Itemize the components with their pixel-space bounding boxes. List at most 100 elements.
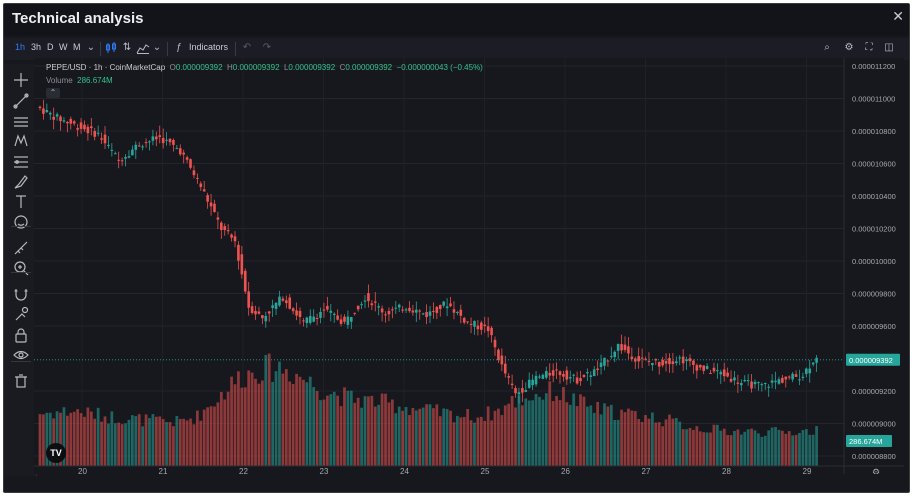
volume-bar xyxy=(384,393,387,466)
volume-bar xyxy=(343,387,346,466)
candle-body xyxy=(473,321,476,327)
volume-bar xyxy=(175,415,179,466)
candle-body xyxy=(596,368,599,371)
candle-body xyxy=(226,230,230,232)
volume-bar xyxy=(363,396,367,466)
pattern-icon[interactable] xyxy=(13,133,29,149)
volume-bar xyxy=(66,415,69,466)
volume-bar xyxy=(507,403,511,466)
volume-bar xyxy=(202,409,206,466)
candle-body xyxy=(627,346,630,354)
candle-body xyxy=(175,148,179,150)
candle-body xyxy=(787,376,791,378)
interval-m[interactable]: M xyxy=(73,42,81,52)
interval-w[interactable]: W xyxy=(59,42,68,52)
ruler-icon[interactable] xyxy=(13,240,29,256)
volume-bar xyxy=(572,393,576,466)
volume-bar xyxy=(811,434,815,466)
candles-icon[interactable] xyxy=(104,41,118,55)
candle-body xyxy=(647,360,651,362)
volume-bar xyxy=(575,406,579,466)
interval-d[interactable]: D xyxy=(47,42,54,52)
candle-body xyxy=(808,368,812,374)
lock-icon[interactable] xyxy=(13,327,29,343)
y-tick-label: 0.000010600 xyxy=(852,160,896,169)
candle-body xyxy=(801,376,805,378)
text-icon[interactable] xyxy=(13,194,29,210)
fullscreen-icon[interactable]: ⛶ xyxy=(865,42,873,53)
volume-bar xyxy=(763,435,767,466)
close-icon[interactable]: ✕ xyxy=(892,8,904,24)
emoji-icon[interactable] xyxy=(13,214,29,230)
candle-body xyxy=(722,369,726,377)
trash-icon[interactable] xyxy=(13,373,29,389)
trend-line-icon[interactable] xyxy=(13,93,29,109)
candle-body xyxy=(404,309,408,311)
zoom-settings-icon[interactable]: ⌕ xyxy=(824,42,830,53)
collapse-legend-button[interactable]: ⌃ xyxy=(46,88,60,98)
candle-body xyxy=(206,195,209,202)
volume-legend: Volume 286.674M xyxy=(46,76,113,85)
candle-body xyxy=(199,183,203,188)
volume-bar xyxy=(640,421,644,466)
lock-draw-icon[interactable] xyxy=(13,306,29,322)
volume-bar xyxy=(654,422,658,466)
volume-bar xyxy=(336,395,339,466)
candle-body xyxy=(52,116,55,120)
gear-icon[interactable]: ⚙ xyxy=(844,42,854,53)
magnet-icon[interactable] xyxy=(13,286,29,302)
area-chart-icon[interactable] xyxy=(136,41,150,55)
volume-bar xyxy=(346,390,350,466)
indicators-icon[interactable]: ƒ xyxy=(176,42,182,53)
candle-body xyxy=(733,377,736,381)
volume-bar xyxy=(196,410,199,466)
toolbar-divider xyxy=(235,42,236,56)
volume-bar xyxy=(579,394,582,466)
y-tick-label: 0.000009200 xyxy=(852,387,896,396)
volume-bar xyxy=(555,395,558,466)
redo-icon[interactable]: ↷ xyxy=(262,42,272,53)
volume-bar xyxy=(620,409,623,466)
volume-bar xyxy=(233,384,237,466)
volume-bar xyxy=(120,424,124,466)
candle-body xyxy=(743,379,747,382)
candle-body xyxy=(240,254,244,275)
zoom-in-icon[interactable] xyxy=(13,260,29,276)
candle-body xyxy=(503,363,507,374)
interval-1h[interactable]: 1h xyxy=(15,42,26,52)
x-tick-label: 23 xyxy=(320,467,329,474)
candle-body xyxy=(613,351,617,358)
candle-body xyxy=(350,317,353,322)
indicators-button[interactable]: Indicators xyxy=(189,42,229,52)
volume-bar xyxy=(59,412,62,466)
volume-bar xyxy=(517,395,521,466)
candle-body xyxy=(527,379,531,388)
chevron-down-icon[interactable]: ⌄ xyxy=(86,42,96,53)
volume-bar xyxy=(305,382,309,466)
brush-icon[interactable] xyxy=(13,174,29,190)
candle-body xyxy=(791,373,794,380)
candle-body xyxy=(493,339,497,348)
volume-bar xyxy=(565,402,569,466)
candle-body xyxy=(695,365,699,371)
candle-body xyxy=(589,375,593,377)
interval-3h[interactable]: 3h xyxy=(31,42,42,52)
chevron-down-icon[interactable]: ⌄ xyxy=(152,42,162,53)
volume-bar xyxy=(182,418,186,466)
sort-icon[interactable]: ⇅ xyxy=(122,42,132,53)
y-tick-label: 0.000010200 xyxy=(852,225,896,234)
volume-bar xyxy=(360,407,363,466)
candle-body xyxy=(586,372,589,374)
volume-bar xyxy=(96,407,100,466)
eye-icon[interactable] xyxy=(13,347,29,363)
volume-bar xyxy=(729,435,733,466)
crosshair-icon[interactable] xyxy=(13,72,29,88)
candle-body xyxy=(113,153,117,155)
camera-icon[interactable]: ◫ xyxy=(884,42,894,53)
horizontal-lines-icon[interactable] xyxy=(13,114,29,130)
volume-bar xyxy=(527,400,531,466)
undo-icon[interactable]: ↶ xyxy=(242,42,252,53)
fib-icon[interactable] xyxy=(13,154,29,170)
volume-bar xyxy=(103,416,107,466)
price-chart[interactable]: 0.000011200 0.000011000 0.000010800 0.00001… xyxy=(34,58,904,474)
